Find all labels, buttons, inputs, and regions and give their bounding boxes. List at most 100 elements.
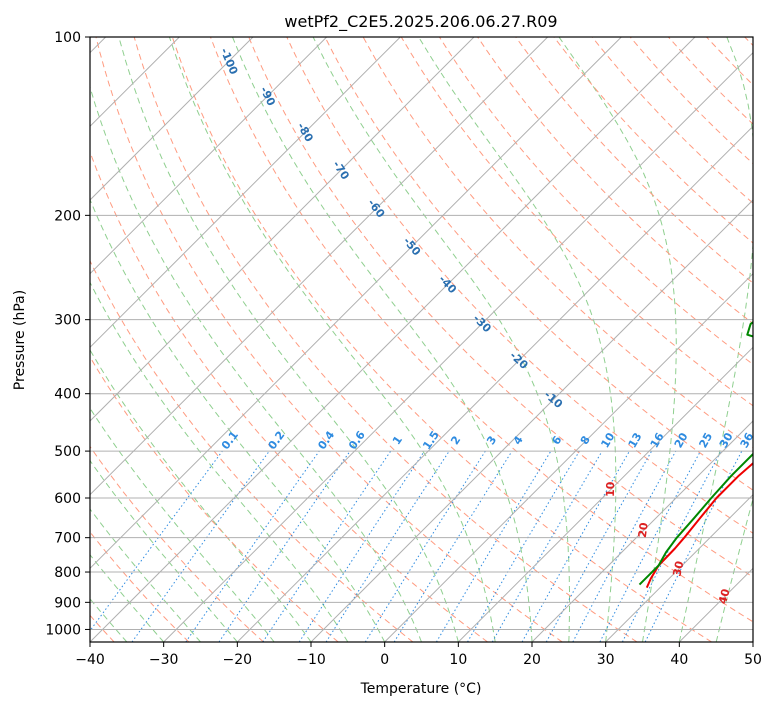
temperature-profile-line (645, 462, 753, 589)
isotherm-gridline (236, 125, 753, 642)
mixing-ratio-line (435, 450, 552, 642)
mixing-ratio-label: 0.1 (219, 429, 241, 452)
dry-adiabat-line (248, 37, 753, 578)
y-tick-label: 900 (54, 595, 81, 611)
chart-title: wetPf2_C2E5.2025.206.06.27.R09 (284, 12, 557, 32)
mixing-ratio-label: 20 (672, 430, 691, 450)
x-tick-label: 30 (597, 652, 615, 668)
mixing-ratio-line (545, 450, 653, 642)
isotherm-gridline (678, 567, 753, 642)
moist-adiabat-line (168, 37, 496, 642)
mixing-ratio-line (218, 450, 351, 642)
dry-adiabat-line (90, 445, 264, 642)
mixing-ratio-line (467, 450, 580, 642)
moist-adiabat-line (558, 37, 677, 642)
moist-adiabat-line (715, 497, 753, 642)
mixing-ratio-label: 36 (738, 430, 757, 450)
y-tick-label: 1000 (45, 622, 81, 638)
dry-adiabat-label: -100 (218, 46, 241, 77)
mixing-ratio-label: 30 (717, 430, 736, 450)
mixing-ratio-line (131, 450, 270, 642)
isotherm-gridline (384, 272, 753, 642)
isotherm-gridline (90, 37, 475, 422)
mixing-ratio-label: 0.4 (315, 428, 337, 452)
isotherm-gridline (90, 37, 622, 570)
x-tick-label: 0 (380, 652, 389, 668)
x-tick-label: −20 (223, 652, 253, 668)
dry-adiabats (90, 37, 753, 642)
mixing-ratio-label: 25 (696, 431, 715, 451)
mixing-ratio-label: 16 (648, 430, 667, 450)
mixing-ratio-label: 2 (448, 434, 463, 448)
plot-area: -100-90-80-70-60-50-40-30-20-10102030400… (90, 37, 757, 642)
y-tick-label: 400 (54, 387, 81, 403)
dry-adiabat-line (400, 37, 753, 407)
dry-adiabat-line (90, 259, 414, 642)
y-tick-label: 200 (54, 208, 81, 224)
mixing-ratio-line (298, 450, 425, 642)
moist-adiabat-label: 10 (604, 481, 617, 497)
dry-adiabat-line (90, 355, 339, 642)
isotherm-gridline (90, 37, 328, 275)
isotherm-gridline (457, 346, 753, 642)
y-tick-label: 500 (54, 444, 81, 460)
skewed-isotherm-grid (90, 37, 753, 642)
dry-adiabat-line (744, 37, 753, 47)
x-axis-ticks: −40 −30 −20 −10 0 10 20 30 40 50 (75, 642, 762, 668)
moist-adiabat-label: 30 (670, 560, 686, 578)
x-tick-label: −10 (296, 652, 326, 668)
moist-adiabat-line (678, 37, 753, 642)
dry-adiabat-line (90, 150, 488, 642)
isotherm-gridline (90, 37, 254, 201)
dewpoint-profile-line (638, 321, 753, 586)
mixing-ratio-line (572, 450, 677, 642)
mixing-ratio-line (393, 450, 513, 642)
isotherm-gridline (90, 37, 696, 642)
moist-adiabat-line (90, 598, 128, 642)
isotherm-gridline (90, 37, 401, 349)
isotherm-gridline (90, 37, 549, 496)
isobar-grid (90, 37, 753, 630)
dry-adiabat-line (668, 37, 753, 125)
moist-adiabat-line (90, 349, 312, 642)
x-tick-label: 50 (744, 652, 762, 668)
mixing-ratio-label: 6 (549, 433, 564, 447)
x-tick-label: 40 (670, 652, 688, 668)
y-tick-label: 300 (54, 313, 81, 329)
dry-adiabat-line (171, 37, 712, 642)
moist-adiabat-line (90, 459, 238, 642)
moist-adiabat-label: 20 (636, 521, 651, 538)
mixing-ratio-line (521, 450, 630, 642)
mixing-ratio-lines (90, 450, 743, 642)
mixing-ratio-line (364, 450, 486, 642)
dry-adiabat-line (477, 37, 753, 325)
mixing-ratio-label: 0.6 (346, 428, 368, 452)
isotherm-gridline (531, 420, 753, 642)
moist-adiabat-line (90, 508, 201, 642)
dry-adiabat-line (95, 37, 563, 642)
dry-adiabat-line (515, 37, 753, 284)
moist-adiabat-line (90, 553, 165, 642)
isotherm-gridline (310, 199, 753, 642)
mixing-ratio-label: 3 (484, 434, 499, 447)
y-axis-label: Pressure (hPa) (12, 290, 28, 390)
moist-adiabats (90, 37, 753, 642)
y-tick-label: 700 (54, 531, 81, 547)
moist-adiabat-label: 40 (716, 587, 733, 605)
mixing-ratio-line (262, 450, 392, 642)
mixing-ratio-line (325, 450, 450, 642)
moist-adiabat-line (90, 281, 349, 642)
dry-adiabat-line (90, 531, 190, 642)
moist-adiabat-line (418, 37, 617, 642)
dry-adiabat-line (629, 37, 753, 165)
mixing-ratio-line (599, 450, 701, 642)
mixing-ratio-label: 1 (390, 433, 405, 447)
mixing-ratio-label: 4 (511, 433, 526, 447)
y-tick-label: 100 (54, 30, 81, 46)
y-tick-label: 600 (54, 491, 81, 507)
mixing-ratio-label: 13 (626, 430, 645, 450)
mixing-ratio-label: 1.5 (420, 429, 442, 452)
y-tick-label: 800 (54, 565, 81, 581)
mixing-ratio-line (491, 450, 603, 642)
